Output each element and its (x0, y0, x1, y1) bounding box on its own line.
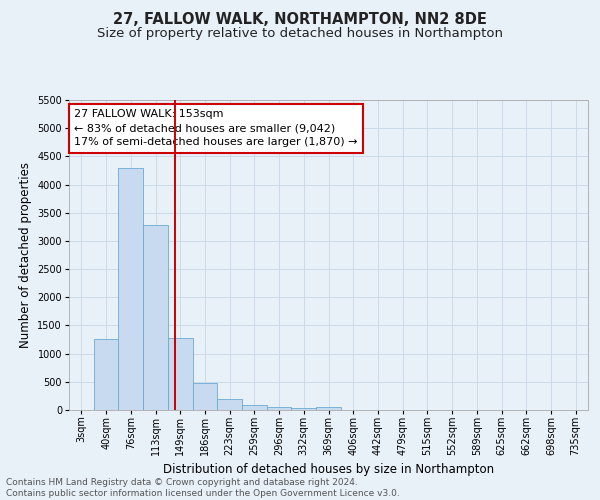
Bar (292, 408, 316, 410)
Text: Contains HM Land Registry data © Crown copyright and database right 2024.
Contai: Contains HM Land Registry data © Crown c… (6, 478, 400, 498)
Bar (193, 383, 217, 410)
Bar (242, 405, 267, 410)
Text: 27, FALLOW WALK, NORTHAMPTON, NN2 8DE: 27, FALLOW WALK, NORTHAMPTON, NN2 8DE (113, 12, 487, 28)
Y-axis label: Number of detached properties: Number of detached properties (19, 162, 32, 348)
Bar (267, 406, 292, 410)
Bar (316, 407, 341, 410)
Text: 27 FALLOW WALK: 153sqm
← 83% of detached houses are smaller (9,042)
17% of semi-: 27 FALLOW WALK: 153sqm ← 83% of detached… (74, 110, 358, 148)
Bar (94, 339, 118, 410)
Bar (118, 168, 143, 410)
Text: Size of property relative to detached houses in Northampton: Size of property relative to detached ho… (97, 28, 503, 40)
X-axis label: Distribution of detached houses by size in Northampton: Distribution of detached houses by size … (163, 464, 494, 476)
Bar (143, 225, 168, 410)
Bar (217, 400, 242, 410)
Bar (168, 338, 193, 410)
